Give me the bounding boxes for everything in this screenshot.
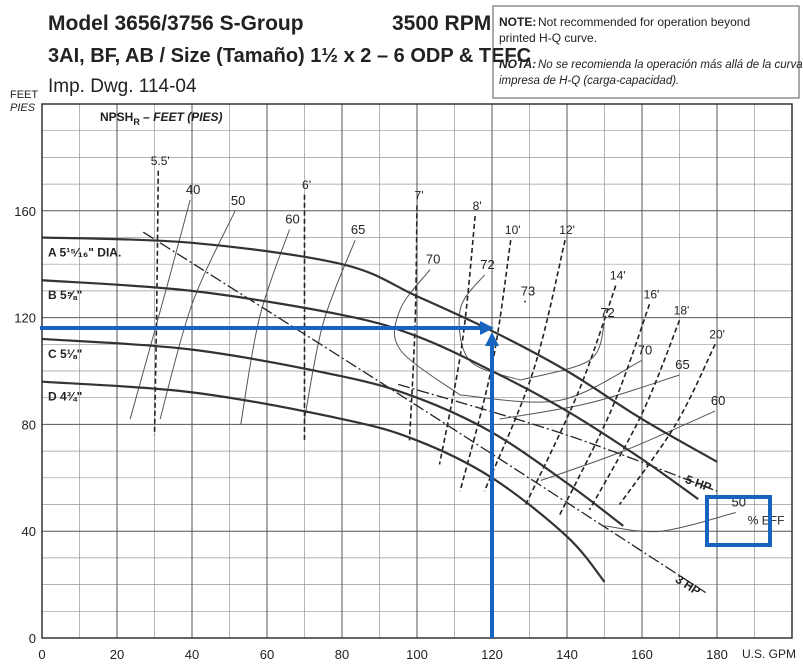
x-tick-label: 100 (406, 647, 428, 662)
efficiency-label: 60 (285, 211, 299, 226)
y-tick-label: 40 (22, 524, 36, 539)
npsh-title-rest: – FEET (PIES) (140, 110, 223, 124)
npsh-label: 8' (473, 199, 482, 213)
efficiency-label: 50 (231, 193, 245, 208)
efficiency-curve (393, 269, 461, 396)
npsh-label: 10' (505, 223, 521, 237)
hp-line (142, 231, 707, 594)
x-tick-label: 20 (110, 647, 124, 662)
rpm: 3500 RPM (392, 12, 491, 35)
npsh-label: 7' (415, 188, 424, 202)
x-tick-label: 80 (335, 647, 349, 662)
nota-line: No se recomienda la operación más allá d… (538, 59, 803, 71)
npsh-curve (459, 240, 512, 492)
npsh-label: 14' (610, 269, 626, 283)
x-tick-label: 40 (185, 647, 199, 662)
npsh-curve (558, 303, 651, 516)
npsh-curve (153, 170, 160, 436)
nota-label: NOTA: (499, 57, 536, 71)
efficiency-label: 73 (521, 284, 535, 299)
x-tick-label: 160 (631, 647, 653, 662)
highlight-box (705, 495, 772, 547)
series-label: B 5⅝" (48, 288, 82, 302)
plot-frame (41, 103, 793, 639)
x-tick-label: 60 (260, 647, 274, 662)
impeller-curve (41, 380, 606, 583)
efficiency-curve (524, 300, 526, 303)
x-tick-label: 0 (38, 647, 45, 662)
efficiency-label: 65 (351, 222, 365, 237)
plot: 0 20 40 60 80 100 120 140 160 180 0 40 80 120 160 40 50 6… (14, 103, 793, 662)
y-tick-label: 0 (29, 631, 36, 646)
efficiency-curve (304, 239, 356, 420)
impeller-curve (41, 279, 699, 501)
hp-line (398, 383, 718, 492)
series-label: A 5¹⁵⁄₁₆" DIA. (48, 246, 121, 260)
npsh-label: 6' (302, 178, 311, 192)
efficiency-curve (604, 512, 736, 533)
y-axis-label: FEET (10, 89, 38, 101)
npsh-title-sub: R (133, 117, 140, 127)
efficiency-label: 40 (186, 182, 200, 197)
npsh-label: 5.5' (151, 154, 170, 168)
npsh-title: NPSHR – FEET (PIES) (100, 110, 223, 127)
efficiency-curve (159, 210, 236, 420)
highlight-arrow (480, 321, 494, 335)
series-label: D 4¾" (48, 390, 82, 404)
note-line: Not recommended for operation beyond (538, 15, 750, 29)
npsh-label: 16' (644, 287, 660, 301)
chart-title: Model 3656/3756 S-Group (48, 12, 304, 35)
npsh-curve (588, 319, 681, 511)
npsh-curve (438, 216, 476, 465)
note-label: NOTE: (499, 15, 536, 29)
impeller-curve (41, 337, 624, 527)
efficiency-unit: % EFF (748, 514, 785, 528)
y-tick-label: 160 (14, 204, 36, 219)
y-tick-label: 120 (14, 311, 36, 326)
efficiency-curve (519, 322, 605, 381)
nota-line: impresa de H-Q (carga-capacidad). (499, 75, 679, 87)
y-tick-label: 80 (22, 417, 36, 432)
npsh-label: 12' (559, 223, 575, 237)
efficiency-label: 60 (711, 393, 725, 408)
efficiency-curve (499, 374, 680, 420)
impeller-curve (41, 236, 718, 463)
x-tick-label: 140 (556, 647, 578, 662)
efficiency-label: 70 (638, 342, 652, 357)
efficiency-label: 72 (480, 257, 494, 272)
efficiency-label: 65 (675, 357, 689, 372)
npsh-label: 20' (709, 327, 725, 341)
efficiency-label: 70 (426, 252, 440, 267)
npsh-title-main: NPSH (100, 110, 133, 124)
y-axis-label-es: PIES (10, 102, 36, 114)
note-line: printed H-Q curve. (499, 31, 597, 45)
npsh-curve (618, 343, 716, 505)
note-box (492, 5, 800, 99)
npsh-curve (525, 285, 617, 505)
npsh-curve (483, 239, 566, 492)
npsh-label: 18' (674, 303, 690, 317)
efficiency-curve (540, 410, 716, 481)
x-tick-label: 180 (706, 647, 728, 662)
x-axis-label: U.S. GPM (742, 647, 796, 661)
efficiency-curve (460, 359, 643, 403)
x-tick-label: 120 (481, 647, 503, 662)
drawing-number: Imp. Dwg. 114-04 (48, 76, 197, 97)
npsh-curve (408, 205, 418, 441)
series-label: C 5⅛" (48, 347, 82, 361)
subtitle: 3AI, BF, AB / Size (Tamaño) 1½ x 2 – 6 O… (48, 45, 531, 67)
highlight-arrow (485, 332, 499, 346)
efficiency-curve (129, 199, 191, 420)
